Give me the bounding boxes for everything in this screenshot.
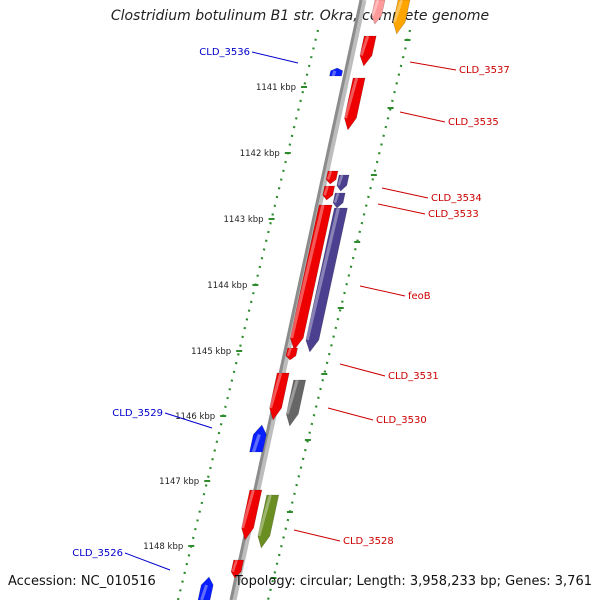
gene-cld-3527	[230, 559, 245, 579]
gene-cld-3534-purple	[336, 174, 350, 192]
gene-label-forward: CLD_3529	[112, 408, 163, 419]
gene-cld-3538	[371, 0, 386, 25]
gene-cld-3528-red	[241, 489, 263, 541]
gene-label-reverse: CLD_3528	[343, 536, 394, 547]
gene-cld-3537-arrow	[359, 35, 377, 67]
gene-label-forward: CLD_3526	[72, 548, 123, 559]
gene-cld-3527-shade	[231, 559, 238, 573]
gene-cld-3528-shade	[257, 494, 272, 537]
gene-label-reverse: CLD_3530	[376, 415, 427, 426]
gene-cld-3536	[329, 67, 344, 77]
gene-cld-3538-shade	[371, 0, 380, 16]
gene-cld-3537-arrow-shade	[359, 35, 370, 56]
tick-label: 1147 kbp	[159, 477, 199, 487]
gene-feob-purple	[305, 207, 348, 353]
gene-cld-3529-shade	[251, 433, 261, 453]
gene-cld-3526	[197, 576, 214, 600]
gene-cld-3534-b-shade	[323, 185, 329, 196]
tick-label: 1146 kbp	[175, 412, 215, 422]
gene-label-reverse: CLD_3537	[459, 65, 510, 76]
gene-cld-3530	[285, 379, 307, 427]
label-leader	[293, 529, 341, 542]
label-leader	[327, 407, 374, 421]
gene-cld-3535	[344, 77, 366, 131]
gene-cld-3531-arrow	[269, 372, 290, 421]
gene-cld-3537	[392, 0, 411, 35]
gene-cld-3534-a-shade	[326, 170, 333, 180]
gene-feob-shade	[289, 204, 325, 339]
gene-label-reverse: CLD_3533	[428, 209, 479, 220]
label-leader	[377, 203, 426, 215]
gene-cld-3531	[285, 347, 298, 361]
tick-label: 1144 kbp	[207, 281, 247, 291]
tick-label: 1148 kbp	[143, 542, 183, 552]
gene-feob-purple-shade	[305, 207, 340, 341]
accession-text: Accession: NC_010516	[8, 574, 156, 589]
gene-cld-3528	[257, 494, 280, 549]
gene-cld-3534-b	[322, 185, 336, 201]
gene-feob	[289, 204, 333, 351]
gene-cld-3534-a	[325, 170, 339, 185]
tick-label: 1143 kbp	[224, 215, 264, 225]
gene-label-reverse: CLD_3531	[388, 371, 439, 382]
label-leader	[124, 552, 171, 571]
gene-cld-3537-shade	[392, 0, 404, 23]
gene-cld-3526-shade	[200, 584, 209, 600]
gene-cld-3533-shade	[333, 192, 340, 204]
gene-label-reverse: CLD_3534	[431, 193, 482, 204]
label-leader	[399, 111, 446, 123]
gene-label-reverse: CLD_3535	[448, 117, 499, 128]
gene-label-reverse: feoB	[408, 291, 431, 302]
gene-cld-3528-red-shade	[241, 489, 255, 529]
tick-label: 1145 kbp	[191, 347, 231, 357]
label-leader	[251, 51, 299, 64]
label-leader	[381, 187, 429, 199]
gene-cld-3535-shade	[343, 77, 359, 119]
label-leader	[359, 285, 406, 297]
tick-label: 1141 kbp	[256, 83, 296, 93]
gene-cld-3529	[249, 424, 267, 453]
gene-cld-3536-shade	[331, 70, 337, 77]
gene-cld-3533	[332, 192, 346, 209]
label-leader	[164, 412, 213, 429]
gene-cld-3531-arrow-shade	[269, 372, 283, 409]
tick-label: 1142 kbp	[240, 149, 280, 159]
topology-text: Topology: circular; Length: 3,958,233 bp…	[234, 574, 592, 589]
label-leader	[409, 61, 457, 71]
gene-cld-3531-shade	[286, 347, 292, 357]
gene-label-forward: CLD_3536	[199, 47, 250, 58]
label-leader	[339, 363, 386, 377]
gene-cld-3530-shade	[285, 379, 299, 415]
gene-cld-3534-purple-shade	[337, 174, 344, 186]
